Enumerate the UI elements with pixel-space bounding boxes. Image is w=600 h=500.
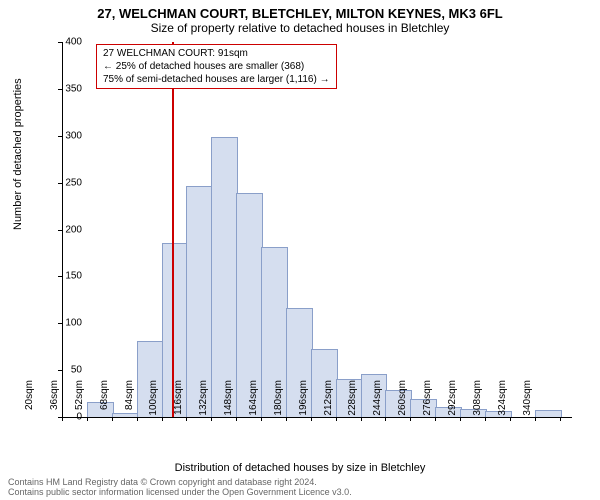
y-tick-label: 0 — [52, 412, 82, 423]
y-tick-label: 150 — [52, 271, 82, 282]
y-tick-label: 200 — [52, 224, 82, 235]
x-tick-label: 324sqm — [497, 380, 508, 422]
x-axis-line — [62, 417, 572, 418]
y-axis-label: Number of detached properties — [12, 78, 24, 230]
y-tick-label: 300 — [52, 130, 82, 141]
x-tick-label: 68sqm — [99, 380, 110, 422]
x-tick-label: 292sqm — [447, 380, 458, 422]
x-tick-label: 20sqm — [24, 380, 35, 422]
x-tick-label: 196sqm — [298, 380, 309, 422]
x-tick-label: 308sqm — [472, 380, 483, 422]
chart-container: 27, WELCHMAN COURT, BLETCHLEY, MILTON KE… — [0, 0, 600, 500]
histogram-bar — [535, 410, 562, 417]
x-tick-label: 84sqm — [124, 380, 135, 422]
footer-line2: Contains public sector information licen… — [8, 488, 352, 498]
x-tick-label: 244sqm — [372, 380, 383, 422]
property-marker-line — [172, 42, 174, 417]
chart-subtitle: Size of property relative to detached ho… — [0, 21, 600, 35]
x-tick-label: 116sqm — [173, 380, 184, 422]
y-tick-label: 50 — [52, 365, 82, 376]
y-tick-label: 250 — [52, 177, 82, 188]
histogram-bar — [211, 137, 238, 417]
info-line-larger: 75% of semi-detached houses are larger (… — [103, 73, 330, 86]
chart-title: 27, WELCHMAN COURT, BLETCHLEY, MILTON KE… — [0, 0, 600, 21]
y-tick-label: 350 — [52, 83, 82, 94]
info-line-property: 27 WELCHMAN COURT: 91sqm — [103, 47, 330, 60]
x-tick-label: 100sqm — [148, 380, 159, 422]
x-tick-label: 180sqm — [273, 380, 284, 422]
footer-attribution: Contains HM Land Registry data © Crown c… — [8, 478, 352, 498]
x-tick-label: 148sqm — [223, 380, 234, 422]
plot-area: 20sqm36sqm52sqm68sqm84sqm100sqm116sqm132… — [62, 42, 572, 417]
info-annotation-box: 27 WELCHMAN COURT: 91sqm ← 25% of detach… — [96, 44, 337, 89]
plot-region: 20sqm36sqm52sqm68sqm84sqm100sqm116sqm132… — [62, 42, 572, 417]
x-tick-label: 228sqm — [347, 380, 358, 422]
x-tick-label: 340sqm — [522, 380, 533, 422]
x-tick-label: 212sqm — [323, 380, 334, 422]
x-tick-label: 132sqm — [198, 380, 209, 422]
y-tick-label: 400 — [52, 37, 82, 48]
info-line-smaller: ← 25% of detached houses are smaller (36… — [103, 60, 330, 73]
x-tick-label: 164sqm — [248, 380, 259, 422]
x-axis-label: Distribution of detached houses by size … — [0, 462, 600, 474]
y-tick-label: 100 — [52, 318, 82, 329]
x-tick-label: 276sqm — [422, 380, 433, 422]
x-tick-label: 260sqm — [397, 380, 408, 422]
